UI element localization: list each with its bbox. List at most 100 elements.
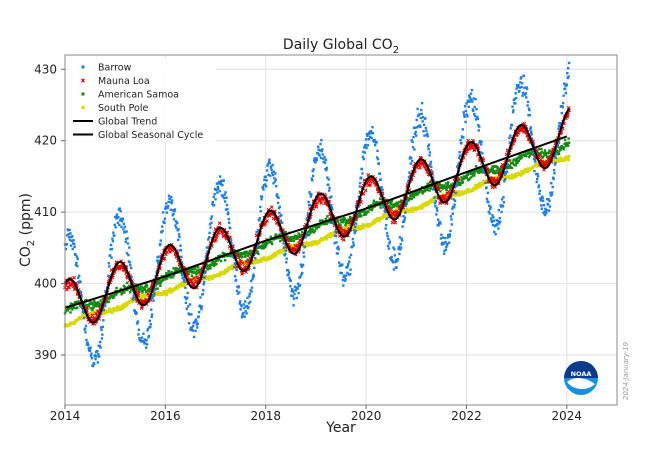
data-point [107, 300, 110, 303]
data-point [439, 186, 443, 190]
data-point [255, 230, 258, 234]
data-point [90, 301, 94, 305]
data-point [427, 186, 430, 189]
data-point [384, 227, 387, 230]
data-point [395, 203, 398, 207]
data-point [499, 220, 502, 223]
data-point [538, 189, 542, 193]
data-point [438, 182, 441, 186]
legend-entry: Mauna Loa [81, 76, 150, 87]
data-point [330, 206, 334, 209]
data-point [565, 141, 569, 145]
data-point [395, 201, 398, 204]
data-point [252, 273, 255, 276]
data-point [216, 259, 220, 262]
data-point [102, 308, 105, 312]
data-point [469, 97, 472, 100]
data-point [357, 195, 360, 199]
data-point [351, 237, 355, 241]
data-point [223, 196, 226, 200]
data-point [515, 87, 518, 90]
data-point [513, 158, 517, 162]
data-point [270, 171, 274, 174]
data-point [225, 196, 228, 199]
data-point [76, 264, 79, 268]
legend-box [68, 58, 216, 142]
data-point [240, 305, 243, 308]
data-point [274, 254, 278, 258]
data-point [124, 240, 127, 244]
data-point [431, 188, 435, 191]
data-point [519, 81, 522, 84]
data-point [244, 253, 247, 256]
data-point [278, 233, 282, 236]
data-point [110, 247, 114, 251]
data-point [562, 94, 565, 97]
data-point [246, 296, 249, 300]
data-point [459, 183, 462, 186]
data-point [139, 286, 142, 289]
data-point [489, 217, 493, 220]
data-point [122, 222, 126, 226]
data-point [400, 199, 403, 202]
data-point [478, 141, 481, 144]
data-point [243, 255, 247, 258]
data-point [473, 174, 476, 177]
data-point [534, 160, 537, 163]
data-point [418, 190, 421, 193]
data-point [339, 224, 342, 227]
data-point [230, 242, 233, 245]
data-point [99, 299, 102, 302]
data-point [145, 285, 149, 288]
data-point [420, 190, 423, 193]
data-point [539, 199, 543, 202]
data-point [128, 261, 131, 264]
data-point [240, 315, 244, 319]
data-point [345, 266, 349, 269]
data-point [271, 163, 274, 167]
data-point [473, 105, 476, 109]
data-point [566, 76, 569, 80]
data-point [169, 200, 172, 204]
data-point [393, 254, 397, 257]
data-point [277, 196, 280, 200]
data-point [396, 258, 400, 261]
data-point [529, 151, 532, 155]
data-point [434, 205, 437, 208]
data-point [546, 203, 550, 206]
data-point [397, 245, 401, 249]
data-point [112, 231, 115, 234]
data-point [297, 232, 300, 235]
data-point [392, 268, 396, 271]
data-point [308, 203, 312, 207]
data-point [492, 171, 495, 175]
data-point [321, 220, 324, 223]
data-point [558, 146, 561, 149]
data-point [159, 239, 163, 242]
data-point [442, 186, 445, 190]
data-point [302, 251, 305, 255]
data-point [142, 340, 146, 343]
data-point [337, 245, 340, 249]
data-point [359, 176, 363, 179]
data-point [213, 263, 217, 266]
data-point [266, 164, 269, 167]
data-point [313, 229, 317, 232]
data-point [165, 277, 169, 280]
data-point [286, 238, 290, 242]
data-point [179, 244, 182, 247]
data-point [391, 205, 394, 208]
data-point [182, 273, 185, 276]
data-point [197, 315, 200, 318]
data-point [537, 154, 542, 159]
data-point [336, 247, 339, 250]
data-point [336, 252, 340, 255]
data-point [308, 191, 311, 194]
data-point [443, 249, 446, 253]
data-point [99, 326, 103, 329]
data-point [553, 171, 556, 175]
data-point [92, 303, 95, 306]
data-point [465, 102, 468, 105]
data-point [147, 334, 151, 338]
data-point [189, 328, 192, 332]
